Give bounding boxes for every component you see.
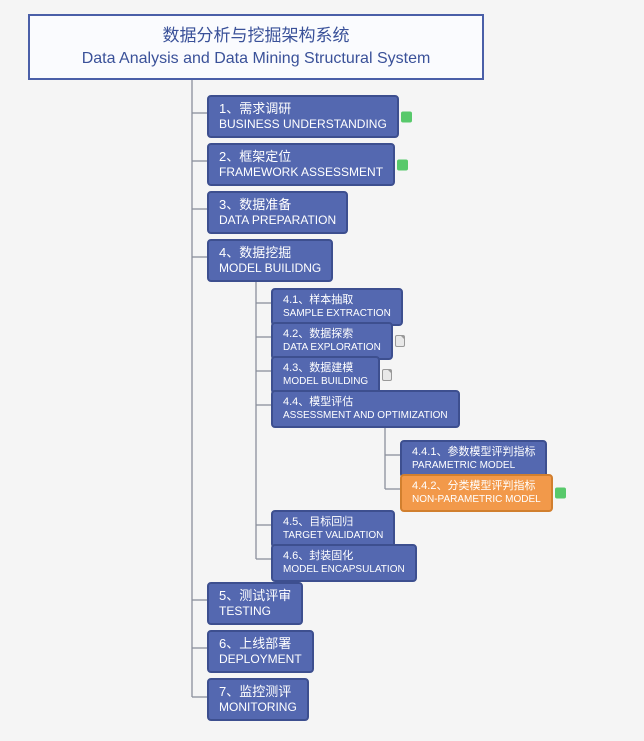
node-label-cn: 4.4.2、分类模型评判指标 bbox=[412, 480, 541, 494]
badge-note-icon bbox=[395, 335, 405, 347]
title-en: Data Analysis and Data Mining Structural… bbox=[42, 48, 470, 70]
node-label-cn: 4.3、数据建模 bbox=[283, 362, 368, 376]
node-target-validation[interactable]: 4.5、目标回归 TARGET VALIDATION bbox=[271, 510, 395, 548]
node-label-cn: 7、监控测评 bbox=[219, 684, 297, 700]
node-label-cn: 6、上线部署 bbox=[219, 636, 302, 652]
node-model-encapsulation[interactable]: 4.6、封装固化 MODEL ENCAPSULATION bbox=[271, 544, 417, 582]
node-label-en: DEPLOYMENT bbox=[219, 652, 302, 667]
node-label-cn: 4.5、目标回归 bbox=[283, 516, 383, 530]
node-label-en: PARAMETRIC MODEL bbox=[412, 460, 535, 473]
badge-comment-icon bbox=[401, 111, 412, 122]
node-label-cn: 4.4、模型评估 bbox=[283, 396, 448, 410]
node-assessment-optimization[interactable]: 4.4、模型评估 ASSESSMENT AND OPTIMIZATION bbox=[271, 390, 460, 428]
node-non-parametric-model[interactable]: 4.4.2、分类模型评判指标 NON-PARAMETRIC MODEL bbox=[400, 474, 553, 512]
node-label-en: MONITORING bbox=[219, 700, 297, 715]
node-deployment[interactable]: 6、上线部署 DEPLOYMENT bbox=[207, 630, 314, 673]
node-label-cn: 4.1、样本抽取 bbox=[283, 294, 391, 308]
badge-note-icon bbox=[382, 369, 392, 381]
node-label-cn: 4.2、数据探索 bbox=[283, 328, 381, 342]
node-framework-assessment[interactable]: 2、框架定位 FRAMEWORK ASSESSMENT bbox=[207, 143, 395, 186]
node-data-exploration[interactable]: 4.2、数据探索 DATA EXPLORATION bbox=[271, 322, 393, 360]
node-parametric-model[interactable]: 4.4.1、参数模型评判指标 PARAMETRIC MODEL bbox=[400, 440, 547, 478]
node-label-cn: 2、框架定位 bbox=[219, 149, 383, 165]
node-label-en: MODEL BUILIDNG bbox=[219, 261, 321, 276]
node-label-en: ASSESSMENT AND OPTIMIZATION bbox=[283, 410, 448, 423]
node-monitoring[interactable]: 7、监控测评 MONITORING bbox=[207, 678, 309, 721]
node-business-understanding[interactable]: 1、需求调研 BUSINESS UNDERSTANDING bbox=[207, 95, 399, 138]
node-label-en: FRAMEWORK ASSESSMENT bbox=[219, 165, 383, 180]
node-label-cn: 4.6、封装固化 bbox=[283, 550, 405, 564]
node-label-en: NON-PARAMETRIC MODEL bbox=[412, 494, 541, 507]
node-label-en: DATA EXPLORATION bbox=[283, 342, 381, 355]
node-label-cn: 4.4.1、参数模型评判指标 bbox=[412, 446, 535, 460]
node-label-en: BUSINESS UNDERSTANDING bbox=[219, 117, 387, 132]
badge-comment-icon bbox=[397, 159, 408, 170]
node-testing[interactable]: 5、测试评审 TESTING bbox=[207, 582, 303, 625]
node-label-en: DATA PREPARATION bbox=[219, 213, 336, 228]
node-label-cn: 4、数据挖掘 bbox=[219, 245, 321, 261]
node-label-en: MODEL BUILDING bbox=[283, 376, 368, 389]
diagram-title: 数据分析与挖掘架构系统 Data Analysis and Data Minin… bbox=[28, 14, 484, 80]
node-sample-extraction[interactable]: 4.1、样本抽取 SAMPLE EXTRACTION bbox=[271, 288, 403, 326]
badge-comment-icon bbox=[555, 488, 566, 499]
node-label-cn: 3、数据准备 bbox=[219, 197, 336, 213]
node-data-modeling[interactable]: 4.3、数据建模 MODEL BUILDING bbox=[271, 356, 380, 394]
node-label-cn: 1、需求调研 bbox=[219, 101, 387, 117]
node-model-building[interactable]: 4、数据挖掘 MODEL BUILIDNG bbox=[207, 239, 333, 282]
title-cn: 数据分析与挖掘架构系统 bbox=[42, 24, 470, 48]
node-data-preparation[interactable]: 3、数据准备 DATA PREPARATION bbox=[207, 191, 348, 234]
node-label-cn: 5、测试评审 bbox=[219, 588, 291, 604]
node-label-en: TESTING bbox=[219, 604, 291, 619]
node-label-en: SAMPLE EXTRACTION bbox=[283, 308, 391, 321]
node-label-en: MODEL ENCAPSULATION bbox=[283, 564, 405, 577]
node-label-en: TARGET VALIDATION bbox=[283, 530, 383, 543]
